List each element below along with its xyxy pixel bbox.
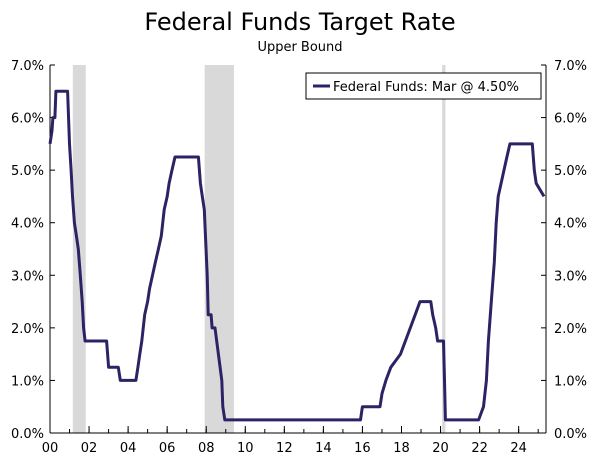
x-tick-label: 18: [393, 441, 410, 456]
y-tick-label-right: 2.0%: [554, 322, 587, 337]
y-tick-label-left: 5.0%: [11, 164, 44, 179]
y-tick-label-right: 3.0%: [554, 269, 587, 284]
series-layer: [48, 89, 546, 422]
x-tick-label: 16: [354, 441, 371, 456]
y-tick-label-left: 4.0%: [11, 217, 44, 232]
chart-legend: Federal Funds: Mar @ 4.50%: [305, 72, 542, 100]
y-tick-label-left: 3.0%: [11, 269, 44, 284]
chart-title: Federal Funds Target Rate: [144, 8, 456, 36]
y-tick-label-left: 0.0%: [11, 427, 44, 442]
y-axis-right-ticks: 0.0% 1.0% 2.0% 3.0% 4.0% 5.0% 6.0% 7.0%: [541, 59, 587, 442]
y-tick-label-right: 7.0%: [554, 59, 587, 74]
y-tick-label-left: 2.0%: [11, 322, 44, 337]
chart-axes: [49, 65, 547, 434]
y-tick-label-left: 6.0%: [11, 112, 44, 127]
x-tick-label: 08: [198, 441, 215, 456]
y-tick-label-left: 1.0%: [11, 374, 44, 389]
x-tick-label: 24: [510, 441, 527, 456]
x-tick-label: 14: [315, 441, 332, 456]
y-axis-left-ticks: 0.0% 1.0% 2.0% 3.0% 4.0% 5.0% 6.0% 7.0%: [11, 59, 55, 442]
recession-band-2: [442, 65, 446, 433]
x-tick-label: 04: [120, 441, 137, 456]
x-tick-label: 00: [42, 441, 59, 456]
x-tick-label: 20: [432, 441, 449, 456]
x-axis-ticks: 00 02 04 06 08 10 12 14 16 18 20 22 24: [42, 426, 539, 456]
x-tick-label: 06: [159, 441, 176, 456]
series-line-0: [48, 89, 546, 422]
y-tick-label-right: 1.0%: [554, 374, 587, 389]
y-tick-label-right: 5.0%: [554, 164, 587, 179]
x-tick-label: 10: [237, 441, 254, 456]
y-tick-label-left: 7.0%: [11, 59, 44, 74]
recession-band-1: [204, 65, 234, 433]
y-tick-label-right: 6.0%: [554, 112, 587, 127]
chart-subtitle: Upper Bound: [257, 40, 343, 55]
y-tick-label-right: 0.0%: [554, 427, 587, 442]
legend-label: Federal Funds: Mar @ 4.50%: [333, 80, 519, 95]
recession-bands: [72, 65, 446, 433]
y-tick-label-right: 4.0%: [554, 217, 587, 232]
x-tick-label: 12: [276, 441, 293, 456]
x-tick-label: 02: [81, 441, 98, 456]
x-tick-label: 22: [471, 441, 488, 456]
legend-box: [305, 72, 542, 100]
